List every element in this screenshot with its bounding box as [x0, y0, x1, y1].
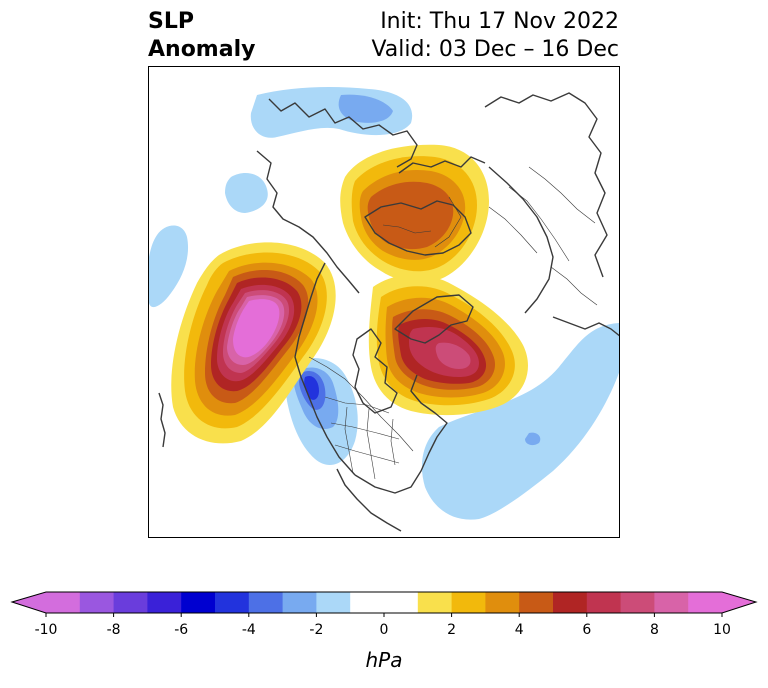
- colorbar-segment: [519, 592, 554, 613]
- border-path: [366, 408, 376, 480]
- border-path: [390, 418, 396, 466]
- colorbar-ticks: -10 -8 -6 -4 -2 0 2 4 6 8 10: [35, 613, 731, 638]
- colorbar-segment: [350, 592, 419, 613]
- colorbar-segment: [485, 592, 520, 613]
- colorbar-segment: [688, 592, 723, 613]
- colorbar-tick-label: 6: [582, 622, 591, 638]
- coastline-path: [394, 294, 474, 344]
- coastlines: [158, 92, 619, 532]
- border-path: [550, 266, 598, 306]
- colorbar-unit-label: hPa: [366, 648, 403, 672]
- border-path: [488, 206, 538, 254]
- colorbar-segment: [316, 592, 351, 613]
- colorbar-segments: [46, 592, 723, 613]
- valid-range: Valid: 03 Dec – 16 Dec: [371, 37, 619, 62]
- map-panel: [148, 66, 620, 538]
- anomaly-area: [149, 225, 189, 308]
- border-path: [434, 196, 462, 248]
- colorbar-segment: [248, 592, 284, 613]
- borders: [308, 166, 598, 480]
- colorbar-segment: [282, 592, 317, 613]
- coastline-path: [398, 156, 486, 174]
- colorbar-segment: [654, 592, 689, 613]
- border-path: [324, 396, 390, 414]
- border-path: [382, 224, 432, 234]
- colorbar-tick-label: 10: [713, 622, 731, 638]
- atlantic-high-anomaly: [368, 274, 528, 416]
- coastline-path: [256, 150, 360, 294]
- title-line-2: Anomaly: [148, 37, 256, 62]
- colorbar-graphic: -10 -8 -6 -4 -2 0 2 4 6 8 10 hPa: [10, 591, 758, 672]
- coastline-path: [488, 166, 554, 314]
- map-title: SLP Anomaly: [148, 8, 255, 64]
- colorbar-tick-label: -6: [174, 622, 188, 638]
- coastline-path: [484, 92, 608, 278]
- colorbar-segment: [181, 592, 216, 613]
- colorbar-over-arrow: [722, 592, 756, 613]
- anomaly-area: [225, 173, 268, 213]
- colorbar-tick-label: -4: [242, 622, 256, 638]
- forecast-dates: Init: Thu 17 Nov 2022 Valid: 03 Dec – 16…: [371, 8, 619, 64]
- colorbar: -10 -8 -6 -4 -2 0 2 4 6 8 10 hPa: [0, 580, 768, 684]
- colorbar-segment: [215, 592, 250, 613]
- colorbar-tick-label: -2: [309, 622, 323, 638]
- colorbar-tick-label: 8: [650, 622, 659, 638]
- colorbar-segment: [451, 592, 486, 613]
- coastline-path: [336, 468, 402, 532]
- coastline-path: [268, 98, 418, 168]
- coastline-path: [352, 328, 398, 414]
- anomaly-area: [435, 342, 471, 369]
- title-line-1: SLP: [148, 9, 194, 34]
- init-date: Init: Thu 17 Nov 2022: [380, 9, 619, 34]
- colorbar-tick-label: 2: [447, 622, 456, 638]
- colorbar-segment: [46, 592, 81, 613]
- border-path: [308, 356, 414, 452]
- colorbar-segment: [553, 592, 588, 613]
- colorbar-segment: [620, 592, 655, 613]
- anomaly-area: [233, 299, 280, 358]
- colorbar-segment: [147, 592, 182, 613]
- border-path: [528, 166, 596, 224]
- colorbar-tick-label: 4: [515, 622, 524, 638]
- coastline-path: [364, 200, 472, 256]
- colorbar-tick-label: -8: [107, 622, 121, 638]
- pacific-high-anomaly: [171, 242, 336, 444]
- coastline-path: [294, 262, 356, 476]
- colorbar-segment: [417, 592, 453, 613]
- colorbar-segment: [79, 592, 115, 613]
- coastline-path: [158, 392, 166, 448]
- colorbar-segment: [113, 592, 148, 613]
- anomaly-area: [525, 432, 541, 446]
- coastline-path: [552, 316, 619, 337]
- colorbar-tick-label: -10: [35, 622, 58, 638]
- anomaly-area: [367, 181, 454, 250]
- eurasia-high-anomaly: [340, 144, 489, 283]
- anomaly-area: [338, 94, 393, 123]
- colorbar-under-arrow: [12, 592, 46, 613]
- border-path: [334, 444, 400, 464]
- anomaly-map: [149, 87, 619, 532]
- border-path: [344, 406, 354, 474]
- border-path: [508, 186, 570, 262]
- colorbar-segment: [586, 592, 622, 613]
- border-path: [330, 422, 400, 440]
- colorbar-tick-label: 0: [380, 622, 389, 638]
- anomaly-area: [421, 323, 619, 520]
- coastline-path: [354, 374, 448, 494]
